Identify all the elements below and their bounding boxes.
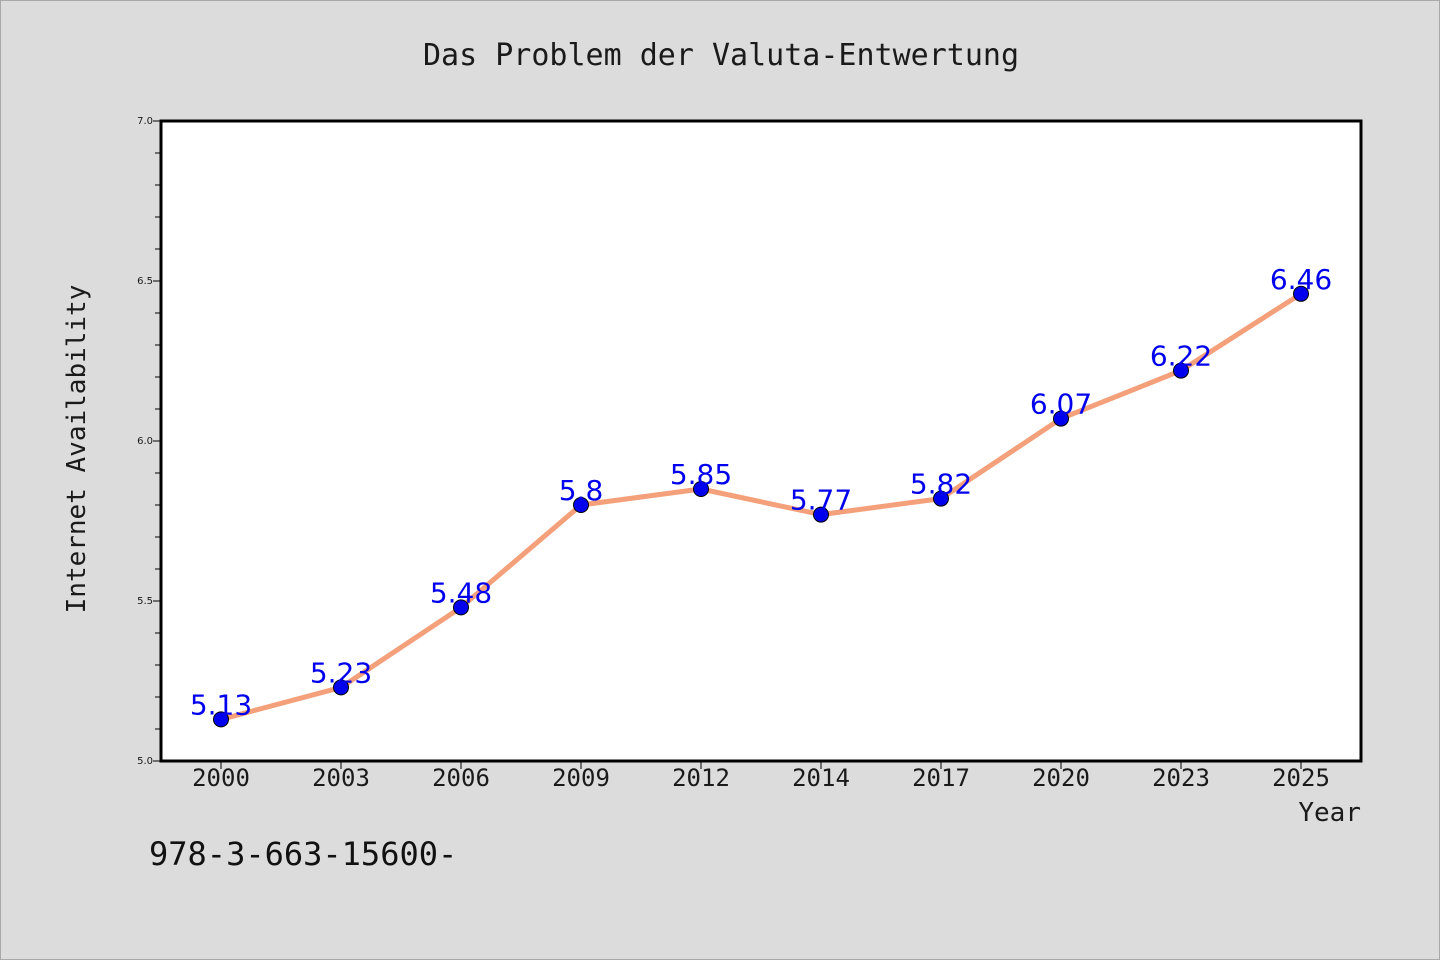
y-tick-label: 6.0: [137, 436, 153, 447]
data-labels: 5.13 5.23 5.48 5.8 5.85 5.77 5.82 6.07 6.22 6.46: [190, 263, 1332, 722]
x-tick-label: 2025: [1272, 764, 1330, 792]
data-point: [213, 711, 229, 728]
data-point: [333, 679, 349, 696]
data-label: 5.8: [559, 474, 604, 507]
x-axis-label: Year: [1298, 798, 1361, 828]
data-label: 5.23: [310, 656, 372, 689]
data-label: 6.07: [1030, 388, 1092, 421]
data-point: [573, 497, 589, 513]
data-label: 6.22: [1150, 340, 1212, 373]
chart-title: Das Problem der Valuta-Entwertung: [423, 38, 1019, 73]
x-tick-label: 2003: [312, 764, 370, 792]
data-label: 5.48: [430, 576, 492, 609]
plot-area: [159, 119, 1363, 763]
data-label: 5.85: [670, 458, 732, 491]
x-tick-label: 2009: [552, 764, 610, 792]
data-point: [1053, 410, 1069, 427]
data-point: [453, 599, 469, 616]
x-tick-label: 2012: [672, 764, 730, 792]
data-point: [1173, 362, 1189, 379]
y-tick-label: 7.0: [137, 116, 153, 127]
series-markers: [213, 285, 1309, 728]
y-tick-label: 6.5: [137, 276, 153, 287]
y-axis: 5.0 5.5 6.0 6.5 7.0: [137, 116, 161, 767]
data-point: [813, 506, 829, 523]
x-axis: 2000 2003 2006 2009 2012 2014 2017 2020 2023 2025: [192, 761, 1330, 792]
data-label: 5.77: [790, 484, 852, 517]
data-label: 6.46: [1270, 263, 1332, 296]
x-tick-label: 2023: [1152, 764, 1210, 792]
data-label: 5.13: [190, 688, 252, 721]
data-point: [693, 481, 709, 497]
isbn-text: 978-3-663-15600-: [149, 835, 457, 873]
series-line: [218, 291, 1304, 722]
x-tick-label: 2020: [1032, 764, 1090, 792]
x-tick-label: 2014: [792, 764, 850, 792]
data-point: [933, 490, 949, 507]
x-tick-label: 2017: [912, 764, 970, 792]
x-tick-label: 2000: [192, 764, 250, 792]
data-point: [1293, 285, 1309, 302]
y-tick-label: 5.0: [137, 756, 153, 767]
x-tick-label: 2006: [432, 764, 490, 792]
y-tick-label: 5.5: [137, 596, 153, 607]
data-label: 5.82: [910, 468, 972, 501]
y-axis-label: Internet Availability: [62, 285, 92, 614]
